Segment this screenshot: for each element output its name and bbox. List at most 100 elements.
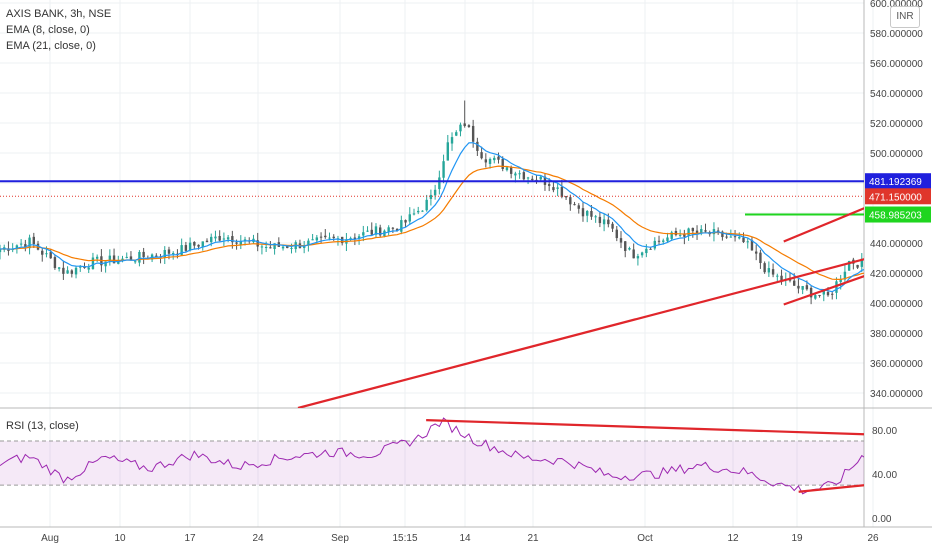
candle	[349, 238, 352, 240]
candle	[780, 275, 783, 281]
last-price-label-box	[865, 188, 931, 205]
time-tick-label: 17	[184, 533, 196, 544]
candle	[657, 240, 661, 242]
candle	[514, 173, 517, 176]
candle	[256, 240, 259, 247]
candle	[818, 295, 821, 297]
candle	[632, 249, 635, 259]
candle	[488, 158, 492, 164]
candle	[104, 261, 107, 267]
candle	[455, 132, 458, 136]
rsi-tick-label: 80.00	[872, 426, 897, 437]
candle	[860, 258, 864, 267]
price-tick-label: 520.000000	[870, 119, 923, 130]
rsi-line	[0, 417, 864, 495]
candle	[670, 232, 673, 239]
candle	[518, 173, 521, 175]
candle	[801, 286, 804, 290]
candle	[121, 258, 124, 261]
time-tick-label: 10	[114, 533, 126, 544]
candle	[163, 249, 166, 258]
ema21-legend: EMA (21, close, 0)	[6, 40, 96, 52]
candle	[678, 234, 682, 236]
resistance-price-label-box	[865, 173, 931, 190]
candle	[214, 236, 217, 239]
rsi-trend-line	[426, 419, 864, 436]
price-tick-label: 500.000000	[870, 149, 923, 160]
candle	[328, 237, 331, 239]
candle	[450, 137, 454, 144]
candle	[624, 241, 627, 251]
trend-line	[297, 258, 864, 408]
candle	[222, 238, 226, 240]
chart-title: AXIS BANK, 3h, NSE	[6, 8, 112, 20]
candle	[666, 237, 669, 242]
candle	[70, 270, 74, 274]
candle	[847, 261, 851, 271]
candle	[62, 267, 65, 274]
support-price-label: 458.985203	[869, 211, 922, 222]
candle	[391, 227, 395, 229]
rsi-trend-line	[798, 484, 864, 493]
candle	[129, 256, 133, 261]
ema8-legend: EMA (8, close, 0)	[6, 24, 90, 36]
candle	[594, 216, 597, 218]
time-tick-label: Sep	[331, 533, 349, 544]
candle	[826, 292, 830, 296]
candle	[700, 229, 703, 234]
candle	[805, 285, 809, 290]
candle	[564, 196, 568, 198]
candle	[302, 246, 306, 248]
candle	[649, 248, 652, 250]
candle	[243, 239, 247, 241]
currency-button[interactable]: INR	[890, 6, 920, 28]
candle	[531, 178, 534, 181]
candle	[547, 184, 551, 186]
candle	[239, 241, 242, 245]
candle	[581, 208, 585, 217]
candle	[362, 232, 365, 236]
candle	[505, 167, 509, 171]
candle	[260, 246, 264, 248]
candle	[125, 256, 128, 258]
rsi-band	[0, 441, 864, 486]
candle	[687, 228, 690, 236]
price-tick-label: 600.000000	[870, 0, 923, 10]
candle	[560, 186, 564, 197]
candle	[231, 236, 234, 243]
candle	[556, 187, 559, 189]
candle	[662, 240, 665, 242]
candle	[395, 228, 399, 231]
candle	[24, 244, 27, 248]
candle	[138, 252, 141, 263]
candle	[814, 295, 817, 299]
candle	[793, 280, 796, 286]
candle	[188, 242, 192, 251]
candle	[721, 231, 724, 238]
price-tick-label: 360.000000	[870, 359, 923, 370]
candle	[269, 247, 272, 249]
price-tick-label: 580.000000	[870, 29, 923, 40]
candle	[438, 177, 441, 190]
candle	[315, 237, 319, 241]
candle	[319, 236, 323, 238]
candle	[79, 266, 82, 268]
candle	[133, 261, 137, 263]
candle	[57, 267, 61, 269]
time-tick-label: 24	[252, 533, 264, 544]
price-tick-label: 420.000000	[870, 269, 923, 280]
time-tick-label: 21	[527, 533, 539, 544]
price-tick-label: 560.000000	[870, 59, 923, 70]
candle	[590, 210, 593, 217]
rsi-legend: RSI (13, close)	[6, 420, 79, 432]
candle	[615, 229, 618, 239]
candle	[636, 256, 640, 259]
candle	[66, 270, 69, 274]
price-tick-label: 400.000000	[870, 299, 923, 310]
candle	[754, 251, 758, 254]
candle	[471, 125, 475, 142]
candle	[180, 245, 183, 256]
candle	[776, 275, 779, 277]
ema21-line	[0, 165, 864, 280]
